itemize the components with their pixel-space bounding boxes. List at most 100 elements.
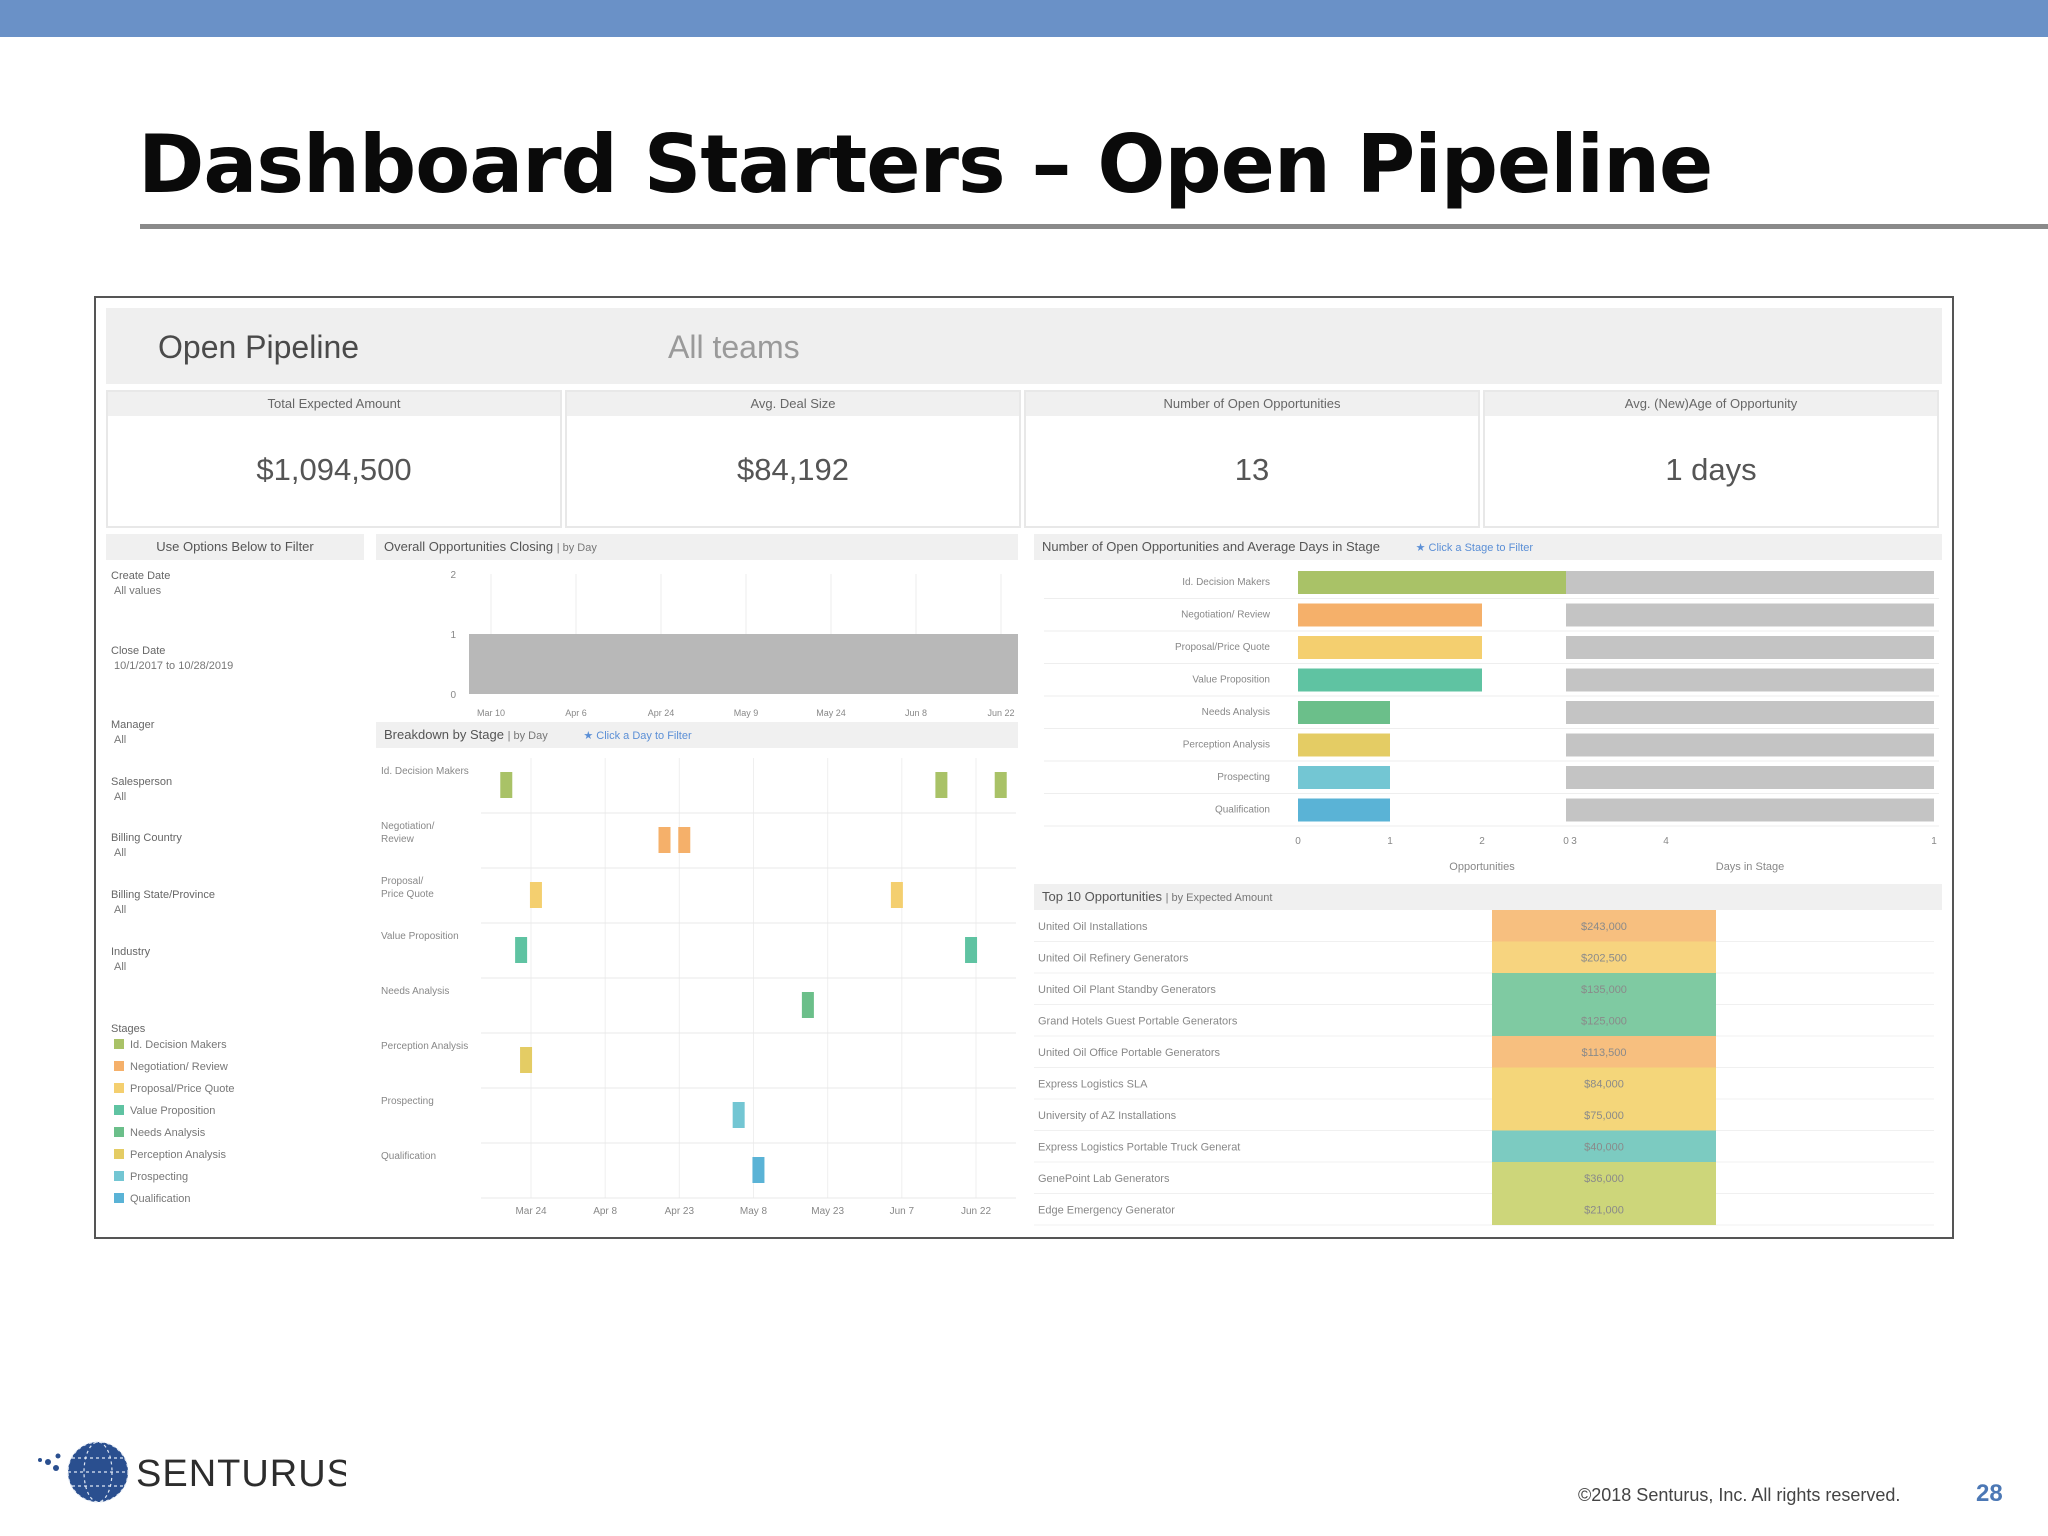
kpi-value: $84,192: [736, 452, 850, 487]
amount-value: $202,500: [1581, 953, 1627, 965]
breakdown-chart-title: Breakdown by Stage: [384, 727, 504, 742]
x-axis-title: Days in Stage: [1716, 861, 1784, 873]
filter-panel: Use Options Below to Filter Create Date …: [106, 534, 368, 1234]
stages-legend: Id. Decision Makers Negotiation/ Review …: [114, 1039, 235, 1215]
stage-label: Id. Decision Makers: [1182, 577, 1270, 588]
title-divider: [140, 224, 2048, 229]
x-tick-label: Mar 24: [515, 1206, 547, 1217]
top-accent-bar: [0, 0, 2048, 37]
stage-label: Review: [381, 834, 415, 845]
globe-icon: [38, 1441, 129, 1503]
x-tick-label: Jun 22: [987, 708, 1014, 718]
x-tick-label: 2: [1479, 836, 1485, 847]
days-in-stage-bar: [1566, 571, 1934, 594]
top10-title: Top 10 Opportunities: [1042, 889, 1162, 904]
breakdown-chart-hint[interactable]: ★ Click a Day to Filter: [583, 730, 692, 742]
legend-label: Value Proposition: [130, 1105, 216, 1117]
legend-item[interactable]: Needs Analysis: [114, 1127, 235, 1149]
kpi-avg-age: Avg. (New)Age of Opportunity 1 days: [1483, 390, 1939, 528]
legend-label: Prospecting: [130, 1171, 189, 1183]
amount-value: $40,000: [1584, 1142, 1624, 1154]
filter-industry[interactable]: Industry All: [111, 946, 150, 973]
stage-label: Negotiation/: [381, 821, 435, 832]
x-tick-label: Apr 8: [593, 1206, 617, 1217]
filter-salesperson[interactable]: Salesperson All: [111, 776, 172, 803]
stage-day-bar: [801, 992, 814, 1018]
copyright: ©2018 Senturus, Inc. All rights reserved…: [1578, 1485, 1901, 1505]
amount-cell: [1492, 1036, 1716, 1068]
filter-create-date[interactable]: Create Date All values: [111, 570, 170, 597]
legend-swatch: [114, 1149, 124, 1159]
amount-value: $21,000: [1584, 1205, 1624, 1217]
x-tick-label: Jun 7: [890, 1206, 915, 1217]
legend-item[interactable]: Prospecting: [114, 1171, 235, 1193]
kpi-value: 13: [1234, 452, 1270, 487]
stage-chart-header: Number of Open Opportunities and Average…: [1034, 534, 1942, 560]
filter-label: Manager: [111, 719, 155, 731]
legend-item[interactable]: Id. Decision Makers: [114, 1039, 235, 1061]
closing-chart-subtitle: | by Day: [556, 542, 597, 554]
days-in-stage-bar: [1566, 798, 1934, 822]
x-tick-label: May 24: [816, 708, 846, 718]
stage-label: Prospecting: [1217, 772, 1270, 783]
stage-chart-hint[interactable]: ★ Click a Stage to Filter: [1415, 542, 1534, 554]
dashboard-subtitle: All teams: [668, 329, 800, 365]
stage-label: Prospecting: [381, 1096, 434, 1107]
senturus-logo: SENTURUS: [38, 1441, 346, 1503]
stage-day-bar: [515, 937, 528, 963]
opportunities-bar: [1298, 603, 1482, 627]
filter-billing-state[interactable]: Billing State/Province All: [111, 889, 215, 916]
filter-value: All: [114, 734, 127, 746]
stage-label: Value Proposition: [1192, 675, 1270, 686]
amount-cell: [1492, 910, 1716, 942]
breakdown-chart[interactable]: Id. Decision Makers Negotiation/ Review Pr…: [376, 748, 1018, 1236]
legend-item[interactable]: Proposal/Price Quote: [114, 1083, 235, 1105]
legend-label: Perception Analysis: [130, 1149, 226, 1161]
y-tick-label: 1: [450, 630, 456, 641]
kpi-label: Avg. (New)Age of Opportunity: [1485, 392, 1937, 416]
legend-swatch: [114, 1171, 124, 1181]
top10-table[interactable]: United Oil Installations $243,000 United O…: [1034, 910, 1942, 1232]
x-tick-label: Jun 22: [961, 1206, 991, 1217]
legend-swatch: [114, 1039, 124, 1049]
amount-value: $135,000: [1581, 984, 1627, 996]
x-axis-title: Opportunities: [1449, 861, 1515, 873]
dashboard-title: Open Pipeline: [158, 329, 360, 365]
legend-item[interactable]: Negotiation/ Review: [114, 1061, 235, 1083]
days-in-stage-bar: [1566, 603, 1934, 627]
opportunity-name: University of AZ Installations: [1038, 1110, 1177, 1122]
legend-item[interactable]: Perception Analysis: [114, 1149, 235, 1171]
opportunities-bar: [1298, 733, 1390, 757]
slide-title: Dashboard Starters – Open Pipeline: [138, 118, 1713, 211]
opportunities-bar: [1298, 701, 1390, 724]
opportunity-name: Grand Hotels Guest Portable Generators: [1038, 1016, 1238, 1028]
filter-label: Close Date: [111, 645, 166, 657]
legend-label: Negotiation/ Review: [130, 1061, 228, 1073]
closing-chart[interactable]: 2 1 0 Mar 10 Apr 6 Apr 24 May 9 May 24 Jun 8 Jun …: [376, 560, 1018, 720]
opportunity-name: United Oil Installations: [1038, 921, 1148, 933]
filter-close-date[interactable]: Close Date 10/1/2017 to 10/28/2019: [111, 645, 233, 672]
x-tick-label: 1: [1931, 836, 1937, 847]
dashboard-screenshot: Open Pipeline All teams Total Expected A…: [94, 296, 1954, 1239]
breakdown-chart-subtitle: | by Day: [507, 730, 548, 742]
y-tick-label: 0: [450, 690, 456, 701]
filter-billing-country[interactable]: Billing Country All: [111, 832, 182, 859]
amount-cell: [1492, 1004, 1716, 1036]
opportunities-bar: [1298, 636, 1482, 659]
kpi-label: Number of Open Opportunities: [1026, 392, 1478, 416]
legend-item[interactable]: Value Proposition: [114, 1105, 235, 1127]
stage-day-bar: [994, 772, 1007, 798]
filter-heading: Use Options Below to Filter: [106, 534, 364, 560]
amount-cell: [1492, 1130, 1716, 1162]
x-tick-label: 1: [1387, 836, 1393, 847]
days-in-stage-bar: [1566, 733, 1934, 757]
filter-manager[interactable]: Manager All: [111, 719, 154, 746]
x-tick-label: May 8: [740, 1206, 768, 1217]
stage-label: Value Proposition: [381, 931, 459, 942]
days-in-stage-bar: [1566, 668, 1934, 692]
legend-item[interactable]: Qualification: [114, 1193, 235, 1215]
stage-chart[interactable]: Id. Decision Makers Negotiation/ Review Pr…: [1034, 560, 1942, 880]
opportunity-name: Express Logistics SLA: [1038, 1079, 1148, 1091]
filter-value: All: [114, 961, 127, 973]
filter-label: Create Date: [111, 570, 171, 582]
